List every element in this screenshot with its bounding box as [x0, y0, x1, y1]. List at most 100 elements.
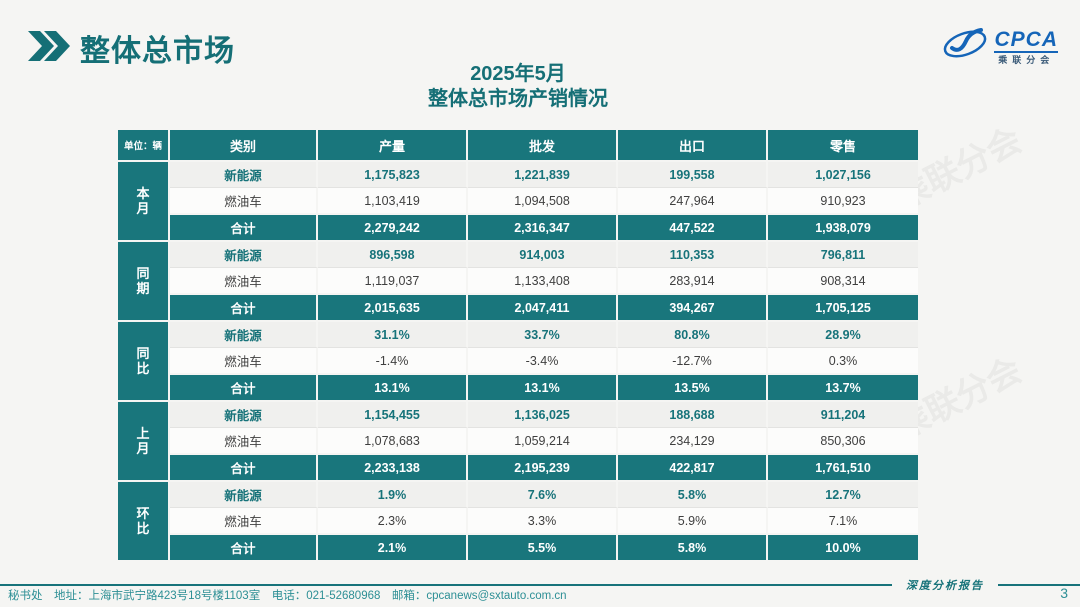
- cpca-logo: CPCA 乘联分会: [941, 26, 1058, 67]
- table-row: 燃油车 2.3% 3.3% 5.9% 7.1%: [118, 508, 918, 535]
- page-number: 3: [1060, 585, 1068, 601]
- table-row: 合计 2,015,635 2,047,411 394,267 1,705,125: [118, 295, 918, 322]
- category-cell: 合计: [170, 535, 318, 562]
- category-cell: 燃油车: [170, 268, 318, 295]
- value-cell: 283,914: [618, 268, 768, 295]
- value-cell: 199,558: [618, 162, 768, 188]
- value-cell: 247,964: [618, 188, 768, 215]
- column-header-wholesale: 批发: [468, 130, 618, 162]
- value-cell: 796,811: [768, 242, 918, 268]
- category-cell: 新能源: [170, 482, 318, 508]
- value-cell: 1,078,683: [318, 428, 468, 455]
- value-cell: 2.3%: [318, 508, 468, 535]
- category-cell: 新能源: [170, 322, 318, 348]
- value-cell: -12.7%: [618, 348, 768, 375]
- divider-line: [998, 584, 1080, 586]
- value-cell: 1,154,455: [318, 402, 468, 428]
- value-cell: 1,221,839: [468, 162, 618, 188]
- category-cell: 燃油车: [170, 348, 318, 375]
- value-cell: 12.7%: [768, 482, 918, 508]
- row-group-label: 上月: [118, 402, 170, 482]
- value-cell: 80.8%: [618, 322, 768, 348]
- value-cell: 1,103,419: [318, 188, 468, 215]
- footer-divider: 深度分析报告: [0, 577, 1080, 593]
- row-group-label: 环比: [118, 482, 170, 562]
- value-cell: 31.1%: [318, 322, 468, 348]
- table-row: 合计 13.1% 13.1% 13.5% 13.7%: [118, 375, 918, 402]
- value-cell: 910,923: [768, 188, 918, 215]
- value-cell: 422,817: [618, 455, 768, 482]
- table-row: 同期 新能源 896,598 914,003 110,353 796,811: [118, 242, 918, 322]
- value-cell: 2,316,347: [468, 215, 618, 242]
- value-cell: 13.7%: [768, 375, 918, 402]
- value-cell: 447,522: [618, 215, 768, 242]
- category-cell: 新能源: [170, 242, 318, 268]
- table-row: 本月 新能源 1,175,823 1,221,839 199,558 1,027,156: [118, 162, 918, 242]
- value-cell: 1,059,214: [468, 428, 618, 455]
- value-cell: 33.7%: [468, 322, 618, 348]
- value-cell: 13.1%: [318, 375, 468, 402]
- column-header-retail: 零售: [768, 130, 918, 162]
- value-cell: 1,705,125: [768, 295, 918, 322]
- value-cell: -1.4%: [318, 348, 468, 375]
- value-cell: 896,598: [318, 242, 468, 268]
- cpca-logo-text: CPCA 乘联分会: [994, 29, 1058, 65]
- category-cell: 合计: [170, 455, 318, 482]
- subtitle-date: 2025年5月: [470, 63, 566, 85]
- value-cell: 7.6%: [468, 482, 618, 508]
- double-chevron-icon: [28, 30, 70, 66]
- footer-contact: 秘书处 地址：上海市武宁路423号18号楼1103室 电话：021-526809…: [8, 590, 567, 602]
- table-row: 燃油车 -1.4% -3.4% -12.7% 0.3%: [118, 348, 918, 375]
- value-cell: 0.3%: [768, 348, 918, 375]
- market-table-body: 本月 新能源 1,175,823 1,221,839 199,558 1,027,156 燃…: [118, 162, 918, 562]
- value-cell: 28.9%: [768, 322, 918, 348]
- value-cell: 234,129: [618, 428, 768, 455]
- value-cell: 1,761,510: [768, 455, 918, 482]
- value-cell: 7.1%: [768, 508, 918, 535]
- category-cell: 新能源: [170, 162, 318, 188]
- value-cell: 394,267: [618, 295, 768, 322]
- value-cell: 908,314: [768, 268, 918, 295]
- table-row: 合计 2.1% 5.5% 5.8% 10.0%: [118, 535, 918, 562]
- category-cell: 新能源: [170, 402, 318, 428]
- table-row: 燃油车 1,078,683 1,059,214 234,129 850,306: [118, 428, 918, 455]
- value-cell: 188,688: [618, 402, 768, 428]
- table-row: 燃油车 1,103,419 1,094,508 247,964 910,923: [118, 188, 918, 215]
- value-cell: 110,353: [618, 242, 768, 268]
- table-row: 合计 2,279,242 2,316,347 447,522 1,938,079: [118, 215, 918, 242]
- category-cell: 燃油车: [170, 428, 318, 455]
- value-cell: 1,175,823: [318, 162, 468, 188]
- value-cell: 13.5%: [618, 375, 768, 402]
- value-cell: 1,938,079: [768, 215, 918, 242]
- value-cell: 2,195,239: [468, 455, 618, 482]
- value-cell: 1,119,037: [318, 268, 468, 295]
- row-group-label: 同比: [118, 322, 170, 402]
- value-cell: 914,003: [468, 242, 618, 268]
- divider-line: [0, 584, 892, 586]
- value-cell: 13.1%: [468, 375, 618, 402]
- row-group-label: 本月: [118, 162, 170, 242]
- value-cell: 2,279,242: [318, 215, 468, 242]
- value-cell: 10.0%: [768, 535, 918, 562]
- slide-header: 整体总市场: [28, 26, 235, 70]
- table-row: 合计 2,233,138 2,195,239 422,817 1,761,510: [118, 455, 918, 482]
- subtitle-text: 整体总市场产销情况: [428, 88, 608, 110]
- category-cell: 合计: [170, 215, 318, 242]
- column-header-production: 产量: [318, 130, 468, 162]
- value-cell: 2,015,635: [318, 295, 468, 322]
- table-row: 燃油车 1,119,037 1,133,408 283,914 908,314: [118, 268, 918, 295]
- value-cell: 3.3%: [468, 508, 618, 535]
- value-cell: 5.9%: [618, 508, 768, 535]
- unit-label: 单位：辆: [118, 130, 170, 162]
- category-cell: 燃油车: [170, 508, 318, 535]
- value-cell: 850,306: [768, 428, 918, 455]
- table-row: 同比 新能源 31.1% 33.7% 80.8% 28.9%: [118, 322, 918, 402]
- market-table: 单位：辆 类别 产量 批发 出口 零售 本月 新能源 1,175,823 1,221,…: [118, 130, 918, 562]
- value-cell: 1,027,156: [768, 162, 918, 188]
- value-cell: 5.5%: [468, 535, 618, 562]
- table-row: 环比 新能源 1.9% 7.6% 5.8% 12.7%: [118, 482, 918, 562]
- page-title: 整体总市场: [80, 35, 235, 68]
- value-cell: 1,133,408: [468, 268, 618, 295]
- table-header-row: 单位：辆 类别 产量 批发 出口 零售: [118, 130, 918, 162]
